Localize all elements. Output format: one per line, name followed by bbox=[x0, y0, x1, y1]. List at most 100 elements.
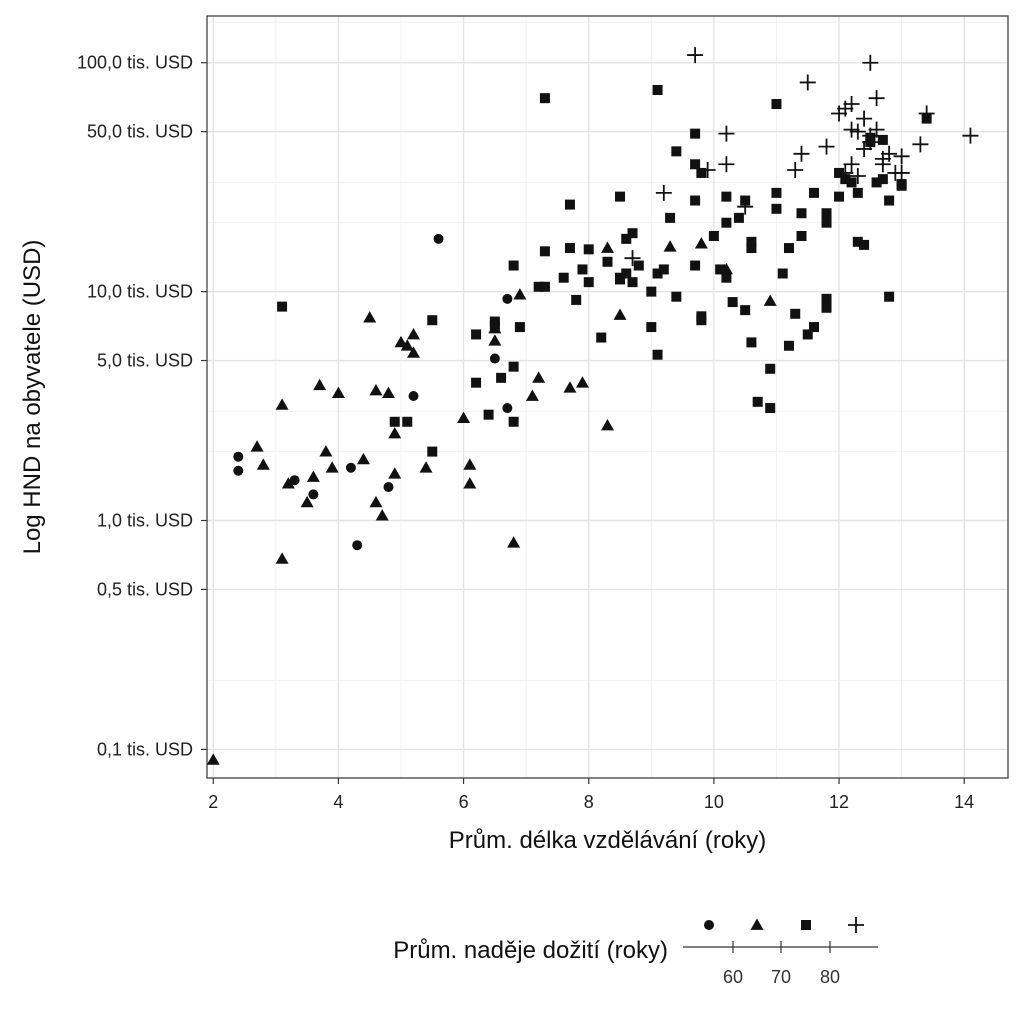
data-point-plus bbox=[843, 156, 860, 173]
data-point-plus bbox=[893, 164, 910, 181]
data-point-square bbox=[777, 268, 788, 279]
data-point-square bbox=[696, 311, 707, 322]
data-point-plus bbox=[962, 127, 979, 144]
data-point-square bbox=[852, 187, 863, 198]
data-point-triangle bbox=[407, 327, 421, 340]
data-point-square bbox=[583, 244, 594, 255]
data-point-square bbox=[483, 409, 494, 420]
data-point-plus bbox=[843, 96, 860, 113]
data-point-square bbox=[564, 199, 575, 210]
data-point-triangle bbox=[388, 467, 402, 479]
data-point-square bbox=[277, 301, 288, 312]
data-point-triangle bbox=[513, 288, 527, 300]
data-point-plus bbox=[818, 138, 835, 155]
data-point-square bbox=[627, 228, 638, 239]
legend-key-triangle bbox=[750, 918, 764, 930]
data-point-plus bbox=[881, 145, 898, 162]
x-tick-label: 10 bbox=[704, 792, 724, 812]
data-point-triangle bbox=[463, 458, 477, 470]
data-point-plus bbox=[862, 54, 879, 71]
data-point-square bbox=[771, 99, 782, 110]
legend-key-plus bbox=[848, 917, 864, 933]
grid-minor bbox=[207, 16, 1008, 778]
x-tick-label: 14 bbox=[954, 792, 974, 812]
legend-key-square bbox=[801, 920, 811, 930]
data-point-square bbox=[696, 167, 707, 178]
data-point-plus bbox=[687, 47, 704, 64]
data-point-square bbox=[621, 233, 632, 244]
data-point-plus bbox=[868, 121, 885, 138]
y-tick-label: 5,0 tis. USD bbox=[97, 351, 193, 371]
data-point-square bbox=[539, 246, 550, 257]
data-point-square bbox=[802, 329, 813, 340]
data-point-square bbox=[715, 264, 726, 275]
data-point-square bbox=[633, 260, 644, 271]
data-point-square bbox=[809, 322, 820, 333]
data-point-plus bbox=[718, 125, 735, 142]
data-point-triangle bbox=[369, 383, 383, 396]
data-point-plus bbox=[837, 164, 854, 181]
data-point-circle bbox=[289, 475, 300, 486]
plot-panel-border bbox=[206, 15, 1009, 779]
data-point-square bbox=[859, 239, 870, 250]
data-point-circle bbox=[233, 465, 244, 476]
y-tick-label: 100,0 tis. USD bbox=[77, 53, 193, 73]
legend-key-circle bbox=[704, 920, 714, 930]
data-point-square bbox=[690, 159, 701, 170]
data-point-square bbox=[877, 174, 888, 185]
data-point-square bbox=[871, 177, 882, 188]
data-point-square bbox=[508, 361, 519, 372]
data-point-triangle bbox=[363, 311, 377, 323]
data-point-triangle bbox=[601, 419, 614, 431]
data-point-square bbox=[533, 281, 544, 292]
data-point-triangle bbox=[313, 378, 327, 391]
data-point-square bbox=[471, 329, 482, 340]
data-point-square bbox=[721, 217, 732, 228]
data-point-square bbox=[652, 268, 663, 279]
data-point-square bbox=[402, 416, 413, 427]
data-point-square bbox=[884, 195, 895, 206]
legend-scale-label: 70 bbox=[771, 967, 791, 987]
data-point-square bbox=[821, 208, 832, 219]
data-point-triangle bbox=[419, 461, 433, 473]
data-point-square bbox=[602, 256, 613, 267]
data-point-square bbox=[721, 191, 732, 202]
data-point-square bbox=[539, 281, 550, 292]
data-point-triangle bbox=[563, 381, 577, 393]
data-point-circle bbox=[433, 233, 444, 244]
y-tick-label: 0,1 tis. USD bbox=[97, 739, 193, 759]
data-point-triangle bbox=[356, 452, 370, 465]
data-point-circle bbox=[489, 353, 500, 364]
data-point-triangle bbox=[575, 376, 589, 388]
data-point-triangle bbox=[532, 371, 546, 383]
x-tick-label: 12 bbox=[829, 792, 849, 812]
data-point-square bbox=[583, 277, 594, 288]
data-point-triangle bbox=[507, 536, 521, 548]
data-point-circle bbox=[383, 482, 394, 493]
data-point-plus bbox=[843, 121, 860, 138]
data-point-square bbox=[558, 272, 569, 283]
data-point-plus bbox=[718, 156, 735, 173]
data-point-square bbox=[852, 236, 863, 247]
data-point-square bbox=[765, 363, 776, 374]
data-point-square bbox=[690, 128, 701, 139]
data-point-square bbox=[884, 291, 895, 302]
x-tick-label: 8 bbox=[584, 792, 594, 812]
data-point-triangle bbox=[369, 495, 383, 508]
data-point-square bbox=[765, 403, 776, 414]
data-point-square bbox=[796, 230, 807, 241]
data-point-triangle bbox=[281, 477, 295, 489]
data-point-triangle bbox=[394, 335, 408, 348]
data-point-plus bbox=[624, 250, 641, 267]
legend-title: Prům. naděje dožití (roky) bbox=[393, 937, 668, 964]
data-point-triangle bbox=[463, 477, 477, 489]
data-point-circle bbox=[502, 403, 513, 414]
data-point-plus bbox=[793, 145, 810, 162]
data-point-square bbox=[389, 416, 400, 427]
y-tick-label: 50,0 tis. USD bbox=[87, 122, 193, 142]
x-axis: 2 4 6 8 10 12 14 bbox=[208, 778, 974, 812]
data-point-square bbox=[771, 203, 782, 214]
data-point-square bbox=[671, 146, 682, 157]
data-point-square bbox=[877, 134, 888, 145]
y-tick-label: 1,0 tis. USD bbox=[97, 511, 193, 531]
